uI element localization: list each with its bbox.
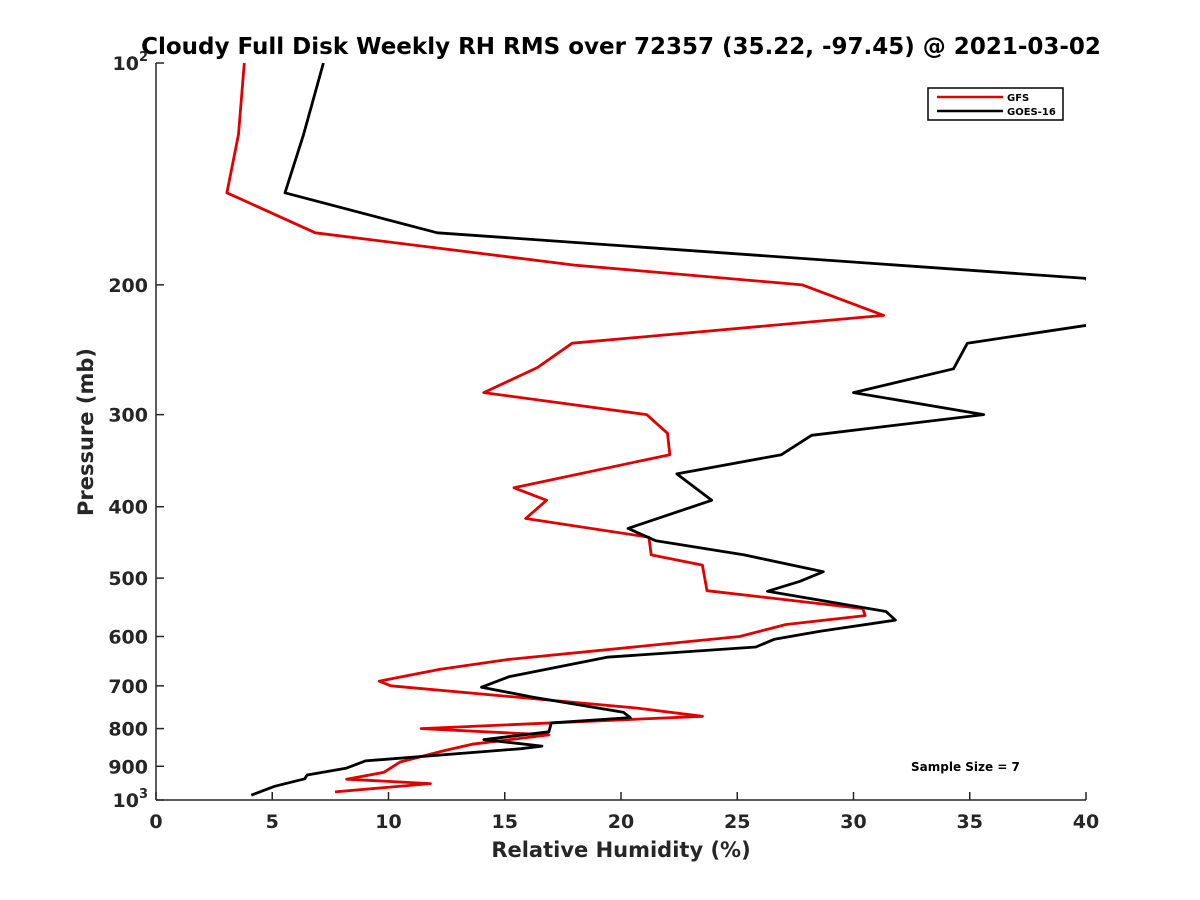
y-tick-label: 400 bbox=[108, 497, 148, 519]
y-tick-label: 700 bbox=[108, 676, 148, 698]
y-tick-label: 800 bbox=[108, 719, 148, 741]
x-tick-label: 5 bbox=[266, 811, 279, 833]
x-tick-label: 20 bbox=[608, 811, 634, 833]
y-tick-label: 500 bbox=[108, 568, 148, 590]
y-axis-ticks: 102 200 300 400 500 600 700 800 900 103 bbox=[108, 50, 164, 812]
series-layer bbox=[225, 63, 1086, 797]
x-axis-ticks: 0 5 10 15 20 25 30 35 40 bbox=[149, 792, 1099, 833]
x-tick-label: 30 bbox=[840, 811, 866, 833]
y-tick-label: 200 bbox=[108, 275, 148, 297]
x-tick-label: 0 bbox=[149, 811, 162, 833]
legend: GFS GOES-16 bbox=[927, 87, 1064, 121]
y-tick-label: 300 bbox=[108, 405, 148, 427]
x-tick-label: 10 bbox=[375, 811, 401, 833]
legend-label-gfs: GFS bbox=[1007, 93, 1029, 104]
series-line-goes-16 bbox=[250, 63, 1086, 797]
x-axis-label: Relative Humidity (%) bbox=[491, 838, 750, 862]
x-tick-label: 40 bbox=[1073, 811, 1099, 833]
sample-size-annotation: Sample Size = 7 bbox=[911, 760, 1020, 774]
x-tick-label: 35 bbox=[957, 811, 983, 833]
legend-label-goes16: GOES-16 bbox=[1007, 107, 1056, 118]
x-tick-label: 25 bbox=[724, 811, 750, 833]
y-tick-label: 600 bbox=[108, 626, 148, 648]
series-line-gfs bbox=[225, 63, 886, 794]
y-tick-label: 900 bbox=[108, 756, 148, 778]
y-tick-label: 103 bbox=[113, 787, 149, 812]
x-tick-label: 15 bbox=[492, 811, 518, 833]
legend-box bbox=[927, 87, 1064, 121]
y-tick-label: 102 bbox=[113, 50, 149, 75]
chart-title: Cloudy Full Disk Weekly RH RMS over 7235… bbox=[141, 34, 1101, 60]
y-axis-label: Pressure (mb) bbox=[74, 348, 98, 516]
